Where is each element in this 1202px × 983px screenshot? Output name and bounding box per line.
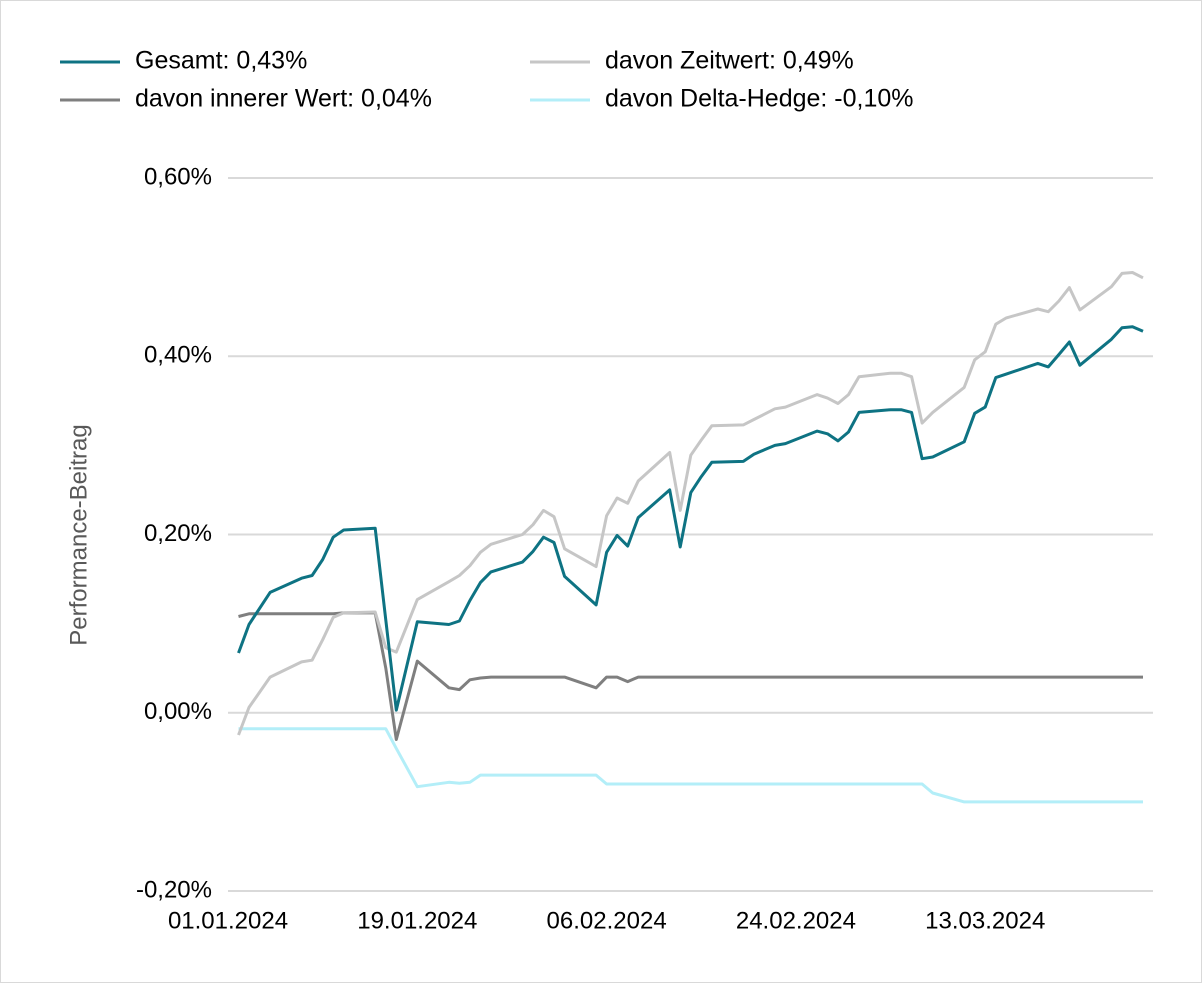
legend-label: davon innerer Wert: 0,04% xyxy=(135,85,432,113)
y-tick-label: 0,60% xyxy=(144,163,212,190)
x-tick-label: 06.02.2024 xyxy=(547,907,667,934)
y-tick-label: 0,20% xyxy=(144,520,212,547)
legend-label: davon Delta-Hedge: -0,10% xyxy=(605,85,914,113)
series-line xyxy=(237,271,1144,736)
x-tick-label: 24.02.2024 xyxy=(736,907,856,934)
y-tick-label: 0,40% xyxy=(144,342,212,369)
x-tick-label: 13.03.2024 xyxy=(925,907,1045,934)
series-line xyxy=(238,611,1143,741)
x-tick-label: 19.01.2024 xyxy=(357,907,477,934)
y-tick-label: -0,20% xyxy=(136,876,212,903)
series-line xyxy=(238,727,1143,804)
x-tick-label: 01.01.2024 xyxy=(168,907,288,934)
legend-label: davon Zeitwert: 0,49% xyxy=(605,47,854,75)
series-line xyxy=(237,325,1144,712)
legend-label: Gesamt: 0,43% xyxy=(135,47,307,75)
y-axis-title: Performance-Beitrag xyxy=(65,424,92,645)
y-tick-label: 0,00% xyxy=(144,698,212,725)
